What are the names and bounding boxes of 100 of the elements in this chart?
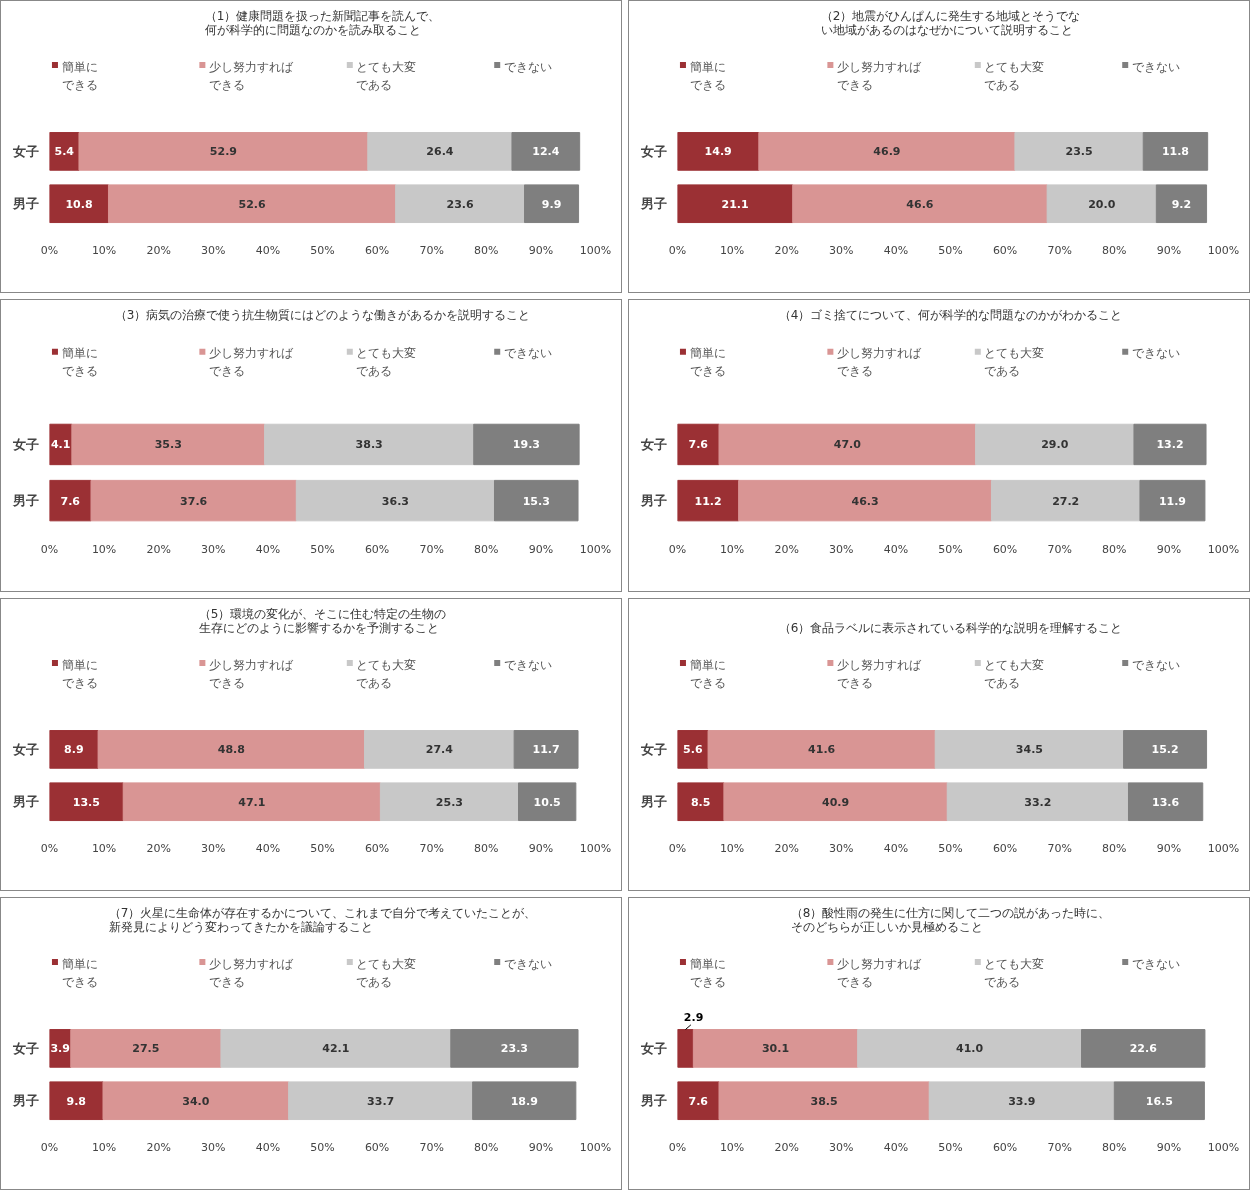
x-tick-label: 0% [40, 542, 59, 556]
bar [493, 479, 579, 522]
data-label: 13.5 [72, 795, 100, 809]
data-label: 9.8 [66, 1094, 87, 1108]
data-label: 7.6 [688, 1094, 709, 1108]
data-label: 23.3 [500, 1042, 528, 1056]
x-tick-label: 20% [774, 542, 799, 556]
bar [102, 1081, 290, 1121]
x-tick-label: 40% [883, 243, 909, 257]
x-tick-label: 30% [829, 841, 854, 855]
data-label: 27.2 [1052, 494, 1080, 508]
x-tick-label: 10% [91, 841, 117, 855]
x-tick-label: 0% [668, 1140, 687, 1154]
x-tick-label: 70% [419, 243, 444, 257]
data-label: 21.1 [721, 197, 749, 211]
data-label: 10.8 [65, 197, 93, 211]
bar [71, 423, 266, 466]
data-label: 11.8 [1161, 145, 1190, 159]
x-tick-label: 10% [719, 243, 745, 257]
bar [367, 132, 513, 171]
x-tick-label: 90% [1156, 542, 1182, 556]
x-tick-label: 70% [1047, 243, 1072, 257]
legend-label: 少し努力すればできる [208, 657, 294, 691]
x-tick-label: 20% [774, 1140, 799, 1154]
bar [49, 184, 109, 224]
legend-label: 少し努力すればできる [836, 346, 922, 379]
y-tick-label: 女子 [639, 436, 667, 452]
x-tick-label: 60% [364, 841, 390, 855]
x-tick-label: 100% [579, 542, 612, 556]
bar [946, 782, 1129, 822]
x-tick-label: 10% [719, 542, 745, 556]
data-label: 16.5 [1145, 1094, 1173, 1108]
bar [928, 1081, 1115, 1121]
legend-label: とても大変である [984, 657, 1045, 691]
bar [677, 184, 794, 224]
data-label: 33.2 [1024, 795, 1052, 809]
legend-label: できない [503, 657, 552, 672]
data-label: 11.9 [1158, 494, 1187, 508]
data-label: 46.9 [873, 145, 901, 159]
bar [511, 132, 581, 171]
legend-label: 簡単にできる [689, 657, 726, 691]
data-label: 11.2 [694, 494, 722, 508]
x-tick-label: 50% [938, 243, 963, 257]
x-tick-label: 50% [310, 542, 335, 556]
x-tick-label: 50% [938, 1140, 963, 1154]
x-tick-label: 100% [579, 243, 612, 257]
y-tick-label: 女子 [11, 143, 39, 159]
x-tick-label: 70% [419, 1140, 444, 1154]
data-label: 42.1 [322, 1042, 350, 1056]
x-tick-label: 80% [1102, 1140, 1127, 1154]
x-tick-label: 100% [579, 841, 612, 855]
x-tick-label: 60% [364, 243, 390, 257]
x-tick-label: 40% [883, 841, 909, 855]
legend-label: とても大変である [984, 956, 1045, 990]
y-tick-label: 男子 [11, 794, 39, 810]
chart-title: （6）食品ラベルに表示されている科学的な説明を理解すること [778, 620, 1123, 635]
x-tick-label: 90% [528, 542, 554, 556]
x-tick-label: 80% [1102, 542, 1127, 556]
bar [78, 132, 369, 171]
data-label: 38.3 [355, 438, 383, 452]
legend-label: 少し努力すればできる [208, 956, 294, 990]
data-label: 18.9 [510, 1094, 538, 1108]
legend-label: とても大変である [356, 59, 417, 93]
legend-label: できない [503, 346, 552, 361]
legend-label: 簡単にできる [689, 346, 726, 379]
data-label: 37.6 [180, 494, 208, 508]
bar [975, 423, 1135, 466]
x-tick-label: 40% [255, 542, 281, 556]
data-label: 34.0 [182, 1094, 210, 1108]
data-label: 23.5 [1065, 145, 1093, 159]
x-tick-label: 40% [255, 1140, 281, 1154]
data-label: 23.6 [446, 197, 475, 211]
data-label: 19.3 [512, 438, 540, 452]
chart-title: （4）ゴミ捨てについて、何が科学的な問題なのかがわかること [778, 307, 1123, 322]
legend-label: できない [503, 59, 552, 74]
data-label: 27.5 [132, 1042, 160, 1056]
data-label: 52.9 [209, 145, 237, 159]
bar [707, 730, 936, 769]
legend-label: とても大変である [984, 59, 1045, 93]
data-label: 13.2 [1156, 438, 1184, 452]
y-tick-label: 男子 [639, 794, 667, 810]
chart-title: （2）地震がひんぱんに発生する地域とそうでない地域があるのはなぜかについて説明すること [820, 8, 1081, 37]
data-label: 35.3 [154, 438, 182, 452]
legend-label: 少し努力すればできる [836, 59, 922, 93]
data-label: 52.6 [238, 197, 266, 211]
data-label: 11.7 [532, 743, 560, 757]
x-tick-label: 80% [474, 542, 499, 556]
bar [758, 132, 1016, 171]
x-tick-label: 50% [310, 243, 335, 257]
x-tick-label: 30% [201, 243, 226, 257]
y-tick-label: 男子 [639, 196, 667, 212]
x-tick-label: 30% [829, 542, 854, 556]
chart-title: （8）酸性雨の発生に仕方に関して二つの説があった時に、そのどちらが正しいか見極めること [790, 905, 1111, 934]
x-tick-label: 50% [310, 841, 335, 855]
x-tick-label: 90% [528, 243, 554, 257]
bar [524, 184, 580, 224]
bar [738, 479, 992, 522]
legend-label: とても大変である [356, 346, 417, 379]
data-label: 34.5 [1015, 743, 1043, 757]
legend-label: できない [1131, 956, 1180, 971]
